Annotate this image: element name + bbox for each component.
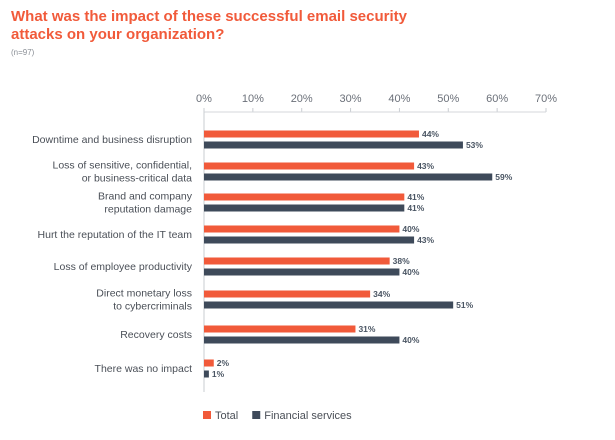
legend-swatch xyxy=(252,411,261,419)
data-label: 43% xyxy=(417,161,434,171)
bar-financial-services xyxy=(204,370,209,378)
x-tick-label: 10% xyxy=(242,93,264,105)
x-tick-label: 40% xyxy=(388,93,410,105)
chart-title: What was the impact of these successful … xyxy=(11,8,407,43)
x-tick-label: 60% xyxy=(486,93,508,105)
category-label: Brand and company xyxy=(98,191,193,203)
x-tick-label: 70% xyxy=(535,93,557,105)
category-label: Downtime and business disruption xyxy=(32,134,192,146)
chart-subtitle: (n=97) xyxy=(11,48,35,57)
bar-financial-services xyxy=(204,268,400,276)
x-tick-label: 30% xyxy=(340,93,362,105)
data-label: 43% xyxy=(417,235,434,245)
data-label: 53% xyxy=(466,140,483,150)
data-label: 59% xyxy=(495,172,512,182)
bar-financial-services xyxy=(204,173,493,181)
bar-total xyxy=(204,359,214,367)
category-label: reputation damage xyxy=(104,204,192,216)
data-label: 40% xyxy=(402,335,419,345)
data-label: 44% xyxy=(422,129,439,139)
bar-financial-services xyxy=(204,141,463,149)
x-tick-label: 50% xyxy=(437,93,459,105)
x-tick-label: 0% xyxy=(196,93,212,105)
bar-total xyxy=(204,130,419,138)
data-label: 34% xyxy=(373,289,390,299)
x-tick-label: 20% xyxy=(291,93,313,105)
category-label: or business-critical data xyxy=(82,173,192,185)
bar-financial-services xyxy=(204,236,415,244)
data-label: 40% xyxy=(402,224,419,234)
legend-swatch xyxy=(203,411,211,419)
category-label: Recovery costs xyxy=(120,329,192,341)
bar-total xyxy=(204,193,405,201)
category-label: There was no impact xyxy=(95,363,193,375)
category-label: Loss of sensitive, confidential, xyxy=(53,160,193,172)
data-label: 51% xyxy=(456,300,473,310)
chart-header: What was the impact of these successful … xyxy=(11,8,431,58)
data-label: 2% xyxy=(217,358,230,368)
bar-total xyxy=(204,290,371,298)
category-label: to cybercriminals xyxy=(113,301,192,313)
bar-total xyxy=(204,162,415,170)
category-label: Hurt the reputation of the IT team xyxy=(38,229,193,241)
bar-financial-services xyxy=(204,301,454,309)
bar-financial-services xyxy=(204,204,405,212)
data-label: 41% xyxy=(407,192,424,202)
bar-financial-services xyxy=(204,336,400,344)
bar-total xyxy=(204,225,400,233)
bar-total xyxy=(204,257,390,265)
data-label: 40% xyxy=(402,267,419,277)
legend-label: Total xyxy=(215,410,238,422)
legend-label: Financial services xyxy=(264,410,352,422)
data-label: 1% xyxy=(212,369,225,379)
bar-total xyxy=(204,325,356,333)
category-label: Loss of employee productivity xyxy=(54,261,193,273)
data-label: 31% xyxy=(358,324,375,334)
data-label: 41% xyxy=(407,203,424,213)
category-label: Direct monetary loss xyxy=(96,288,192,300)
data-label: 38% xyxy=(393,256,410,266)
